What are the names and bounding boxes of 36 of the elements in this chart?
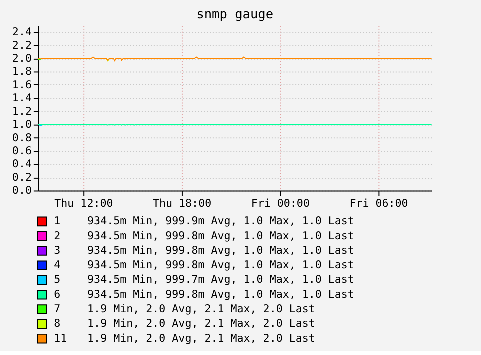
legend-label: 7 [54,302,61,316]
y-tick-label: 1.0 [12,118,32,132]
x-tick-label: Fri 06:00 [350,196,408,210]
legend-label: 11 [54,332,68,345]
y-tick-label: 2.2 [12,38,32,52]
y-tick-label: 1.6 [12,78,32,92]
y-tick-label: 1.4 [12,92,32,105]
text: 934.5m Min, 999.8m Avg, 1.0 Max, 1.0 Last [88,229,354,242]
legend-label: 6 [54,288,61,301]
text: 1.9 Min, 2.0 Avg, 2.1 Max, 2.0 Last [88,302,316,316]
y-tick-label: 2.4 [12,26,32,39]
legend-label: 8 [54,317,61,330]
legend-label: 3 [54,244,61,257]
legend-label: 1 [54,214,61,228]
y-tick-label: 0.8 [12,131,32,144]
legend-label: 2 [54,229,61,242]
text: 1.9 Min, 2.0 Avg, 2.1 Max, 2.0 Last [88,317,316,330]
x-tick-label: Thu 18:00 [153,196,212,210]
y-tick-label: 1.8 [12,65,32,78]
y-tick-label: 2.0 [12,52,32,65]
y-tick-label: 0.2 [12,170,32,184]
legend-label: 4 [54,258,61,272]
legend-label: 5 [54,273,61,286]
text: 934.5m Min, 999.8m Avg, 1.0 Max, 1.0 Last [88,288,354,301]
text: 934.5m Min, 999.8m Avg, 1.0 Max, 1.0 Last [88,244,354,257]
text: 934.5m Min, 999.8m Avg, 1.0 Max, 1.0 Last [88,258,354,272]
text: 934.5m Min, 999.7m Avg, 1.0 Max, 1.0 Last [88,273,354,286]
y-tick-label: 0.6 [12,144,32,158]
chart-title: snmp gauge [196,8,274,23]
x-tick-label: Fri 00:00 [251,196,310,210]
y-tick-label: 0.0 [12,184,32,198]
x-tick-label: Thu 12:00 [54,196,114,210]
y-tick-label: 1.2 [12,104,32,118]
text: 1.9 Min, 2.0 Avg, 2.1 Max, 2.0 Last [88,332,316,345]
y-tick-label: 0.4 [12,158,32,171]
text: 934.5m Min, 999.9m Avg, 1.0 Max, 1.0 Last [88,214,354,228]
